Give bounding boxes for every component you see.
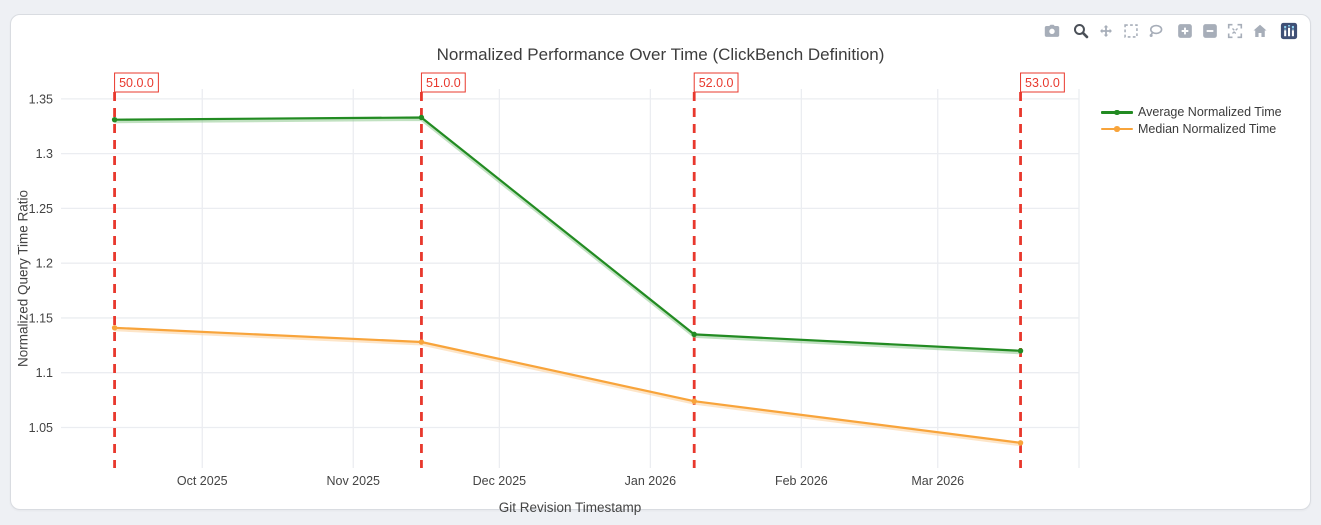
lasso-icon[interactable] (1147, 22, 1165, 40)
legend-label: Average Normalized Time (1138, 105, 1282, 120)
plot-area[interactable]: 50.0.0 51.0.0 52.0.0 53.0.01.051.11.151.21.… (11, 15, 1312, 511)
gridlines (61, 89, 1080, 468)
series-shadow-line (114, 117, 1021, 355)
series-line (114, 116, 1021, 352)
svg-text:53.0.0: 53.0.0 (1025, 76, 1060, 90)
modebar-group (1043, 22, 1061, 40)
svg-text:50.0.0: 50.0.0 (119, 76, 154, 90)
modebar-group (1072, 22, 1165, 40)
y-tick-label: 1.3 (36, 147, 53, 161)
camera-icon[interactable] (1043, 22, 1061, 40)
data-point-marker (111, 325, 118, 331)
series-average-normalized-time (111, 114, 1024, 355)
data-point-marker (1017, 440, 1024, 446)
release-annotation: 52.0.0 (693, 72, 739, 93)
svg-text:51.0.0: 51.0.0 (426, 76, 461, 90)
zoom-icon[interactable] (1072, 22, 1090, 40)
y-tick-label: 1.1 (36, 366, 53, 380)
release-annotation: 51.0.0 (420, 72, 466, 93)
data-point-marker (1017, 348, 1024, 354)
release-annotation: 53.0.0 (1020, 72, 1065, 93)
series-line (114, 326, 1021, 444)
release-vlines (113, 92, 1022, 468)
data-point-marker (418, 339, 425, 345)
legend-line-sample (1101, 107, 1133, 117)
reset-home-icon[interactable] (1251, 22, 1269, 40)
release-annotation: 50.0.0 (114, 72, 159, 93)
series-median-normalized-time (111, 325, 1024, 447)
pan-icon[interactable] (1097, 22, 1115, 40)
modebar-group (1280, 22, 1298, 40)
y-tick-label: 1.15 (29, 311, 53, 325)
chart-title: Normalized Performance Over Time (ClickB… (436, 45, 885, 64)
y-axis-title: Normalized Query Time Ratio (15, 189, 31, 368)
data-point-marker (111, 116, 118, 123)
x-axis-title: Git Revision Timestamp (498, 500, 642, 515)
x-tick-label: Jan 2026 (625, 474, 676, 488)
legend: Average Normalized Time Median Normalized… (1101, 104, 1282, 137)
x-tick-label: Oct 2025 (177, 474, 228, 488)
y-tick-label: 1.35 (29, 92, 53, 106)
modebar (1043, 22, 1298, 40)
legend-label: Median Normalized Time (1138, 121, 1277, 136)
svg-text:52.0.0: 52.0.0 (699, 76, 734, 90)
series-shadow-line (114, 328, 1021, 447)
y-tick-label: 1.05 (29, 421, 53, 435)
data-point-marker (691, 331, 697, 338)
x-tick-label: Mar 2026 (911, 474, 964, 488)
zoom-in-icon[interactable] (1176, 22, 1194, 40)
axis-tick-labels: 1.05 1.1 1.15 1.2 1.25 1.3 1.35 Oct 2025 Nov 202… (29, 92, 965, 488)
zoom-out-icon[interactable] (1201, 22, 1219, 40)
y-tick-label: 1.25 (29, 202, 53, 216)
legend-line-sample (1101, 124, 1133, 134)
y-tick-label: 1.2 (36, 257, 53, 271)
legend-item-median-normalized-time[interactable]: Median Normalized Time (1101, 121, 1282, 138)
x-tick-label: Nov 2025 (326, 474, 380, 488)
modebar-group (1176, 22, 1269, 40)
autoscale-icon[interactable] (1226, 22, 1244, 40)
x-tick-label: Feb 2026 (775, 474, 828, 488)
data-point-marker (418, 114, 425, 121)
box-select-icon[interactable] (1122, 22, 1140, 40)
plotly-logo-icon[interactable] (1280, 22, 1298, 40)
x-tick-label: Dec 2025 (473, 474, 527, 488)
chart-card: Normalized Performance Over Time (ClickB… (10, 14, 1312, 515)
legend-item-average-normalized-time[interactable]: Average Normalized Time (1101, 104, 1282, 121)
data-point-marker (691, 398, 697, 404)
